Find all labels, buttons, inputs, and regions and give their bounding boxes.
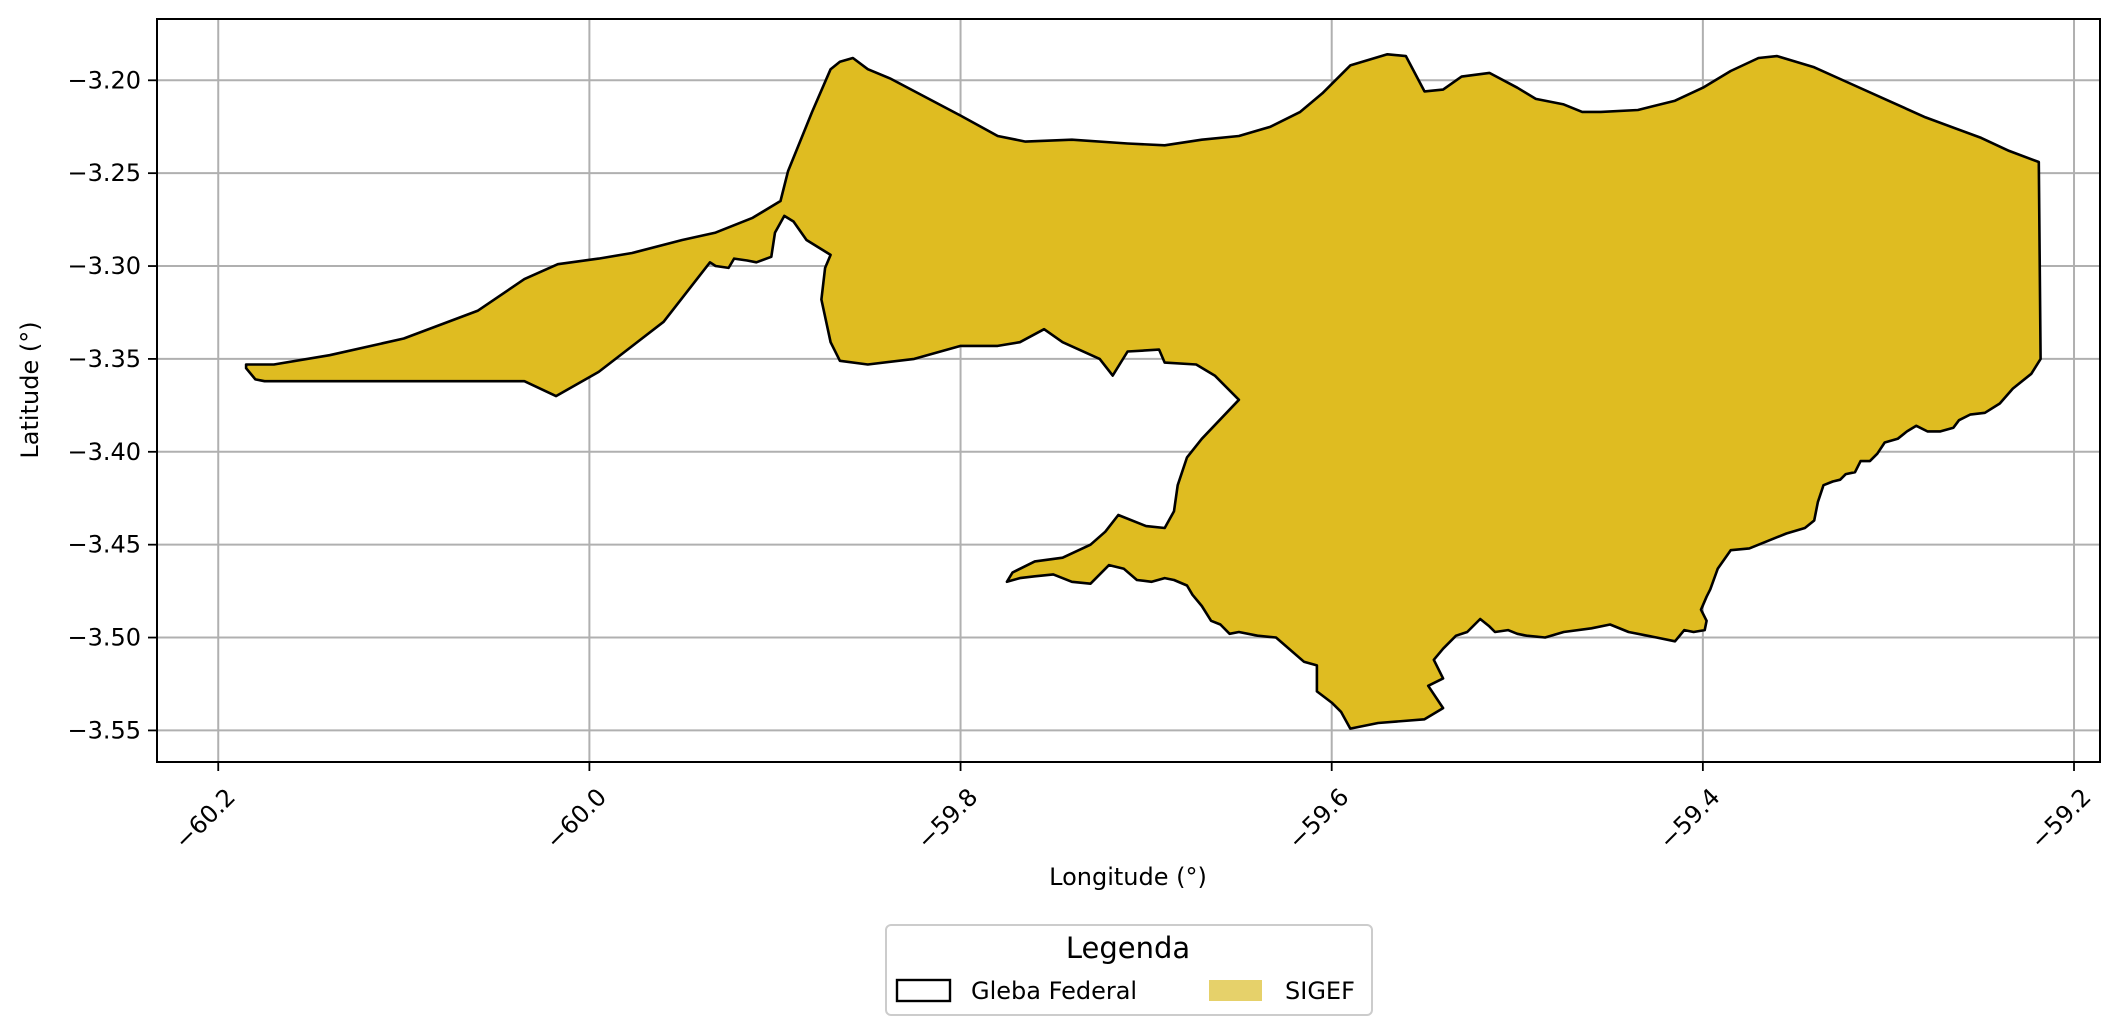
y-tick-label: −3.25 [67,159,141,187]
y-tick-label: −3.20 [67,66,141,94]
legend-swatch-gleba [895,978,952,1003]
legend-swatch-sigef [1209,980,1262,1001]
legend-title: Legenda [1066,931,1190,965]
area-polygon [244,53,2042,730]
x-axis-label: Longitude (°) [1049,863,1207,891]
y-axis-ticks: −3.20 −3.25 −3.30 −3.35 −3.40 −3.45 −3.50 −3.55 [67,66,157,744]
y-tick-label: −3.45 [67,531,141,559]
y-tick-label: −3.40 [67,438,141,466]
axes-frame [156,18,2101,763]
legend: Legenda Gleba Federal SIGEF [885,924,1373,1016]
legend-label-gleba: Gleba Federal [971,977,1137,1005]
y-axis-label: Latitude (°) [16,321,44,458]
y-tick-label: −3.30 [67,252,141,280]
legend-label-sigef: SIGEF [1285,977,1355,1005]
y-tick-label: −3.50 [67,624,141,652]
y-tick-label: −3.35 [67,345,141,373]
y-tick-label: −3.55 [67,716,141,744]
